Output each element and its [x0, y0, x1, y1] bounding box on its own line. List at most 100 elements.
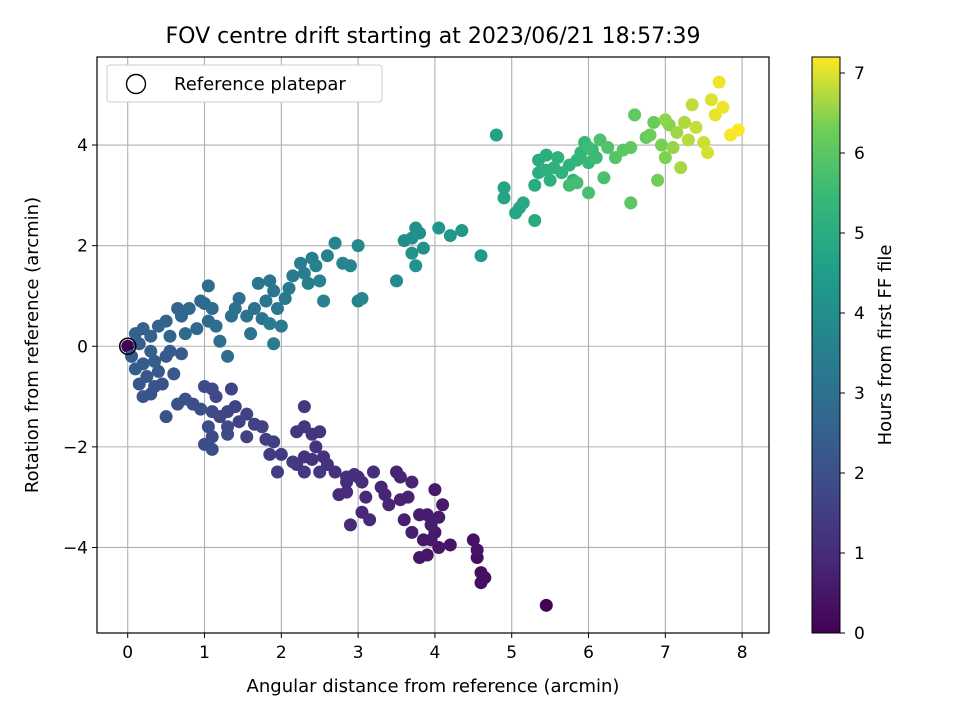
legend-box [106, 64, 383, 103]
data-point [297, 400, 311, 414]
data-point [274, 319, 288, 333]
data-point [140, 369, 154, 383]
data-point [597, 171, 611, 185]
data-point [267, 337, 281, 351]
data-point [224, 382, 238, 396]
data-point [125, 349, 139, 363]
x-tick-label: 3 [353, 643, 364, 663]
data-point [267, 284, 281, 298]
data-point [282, 281, 296, 295]
data-point [674, 161, 688, 175]
data-point [474, 566, 488, 580]
data-point [182, 302, 196, 316]
chart-title: FOV centre drift starting at 2023/06/21 … [166, 24, 701, 49]
data-point [309, 440, 323, 454]
data-point [128, 327, 142, 341]
data-point [443, 538, 457, 552]
data-point [178, 327, 192, 341]
x-tick-label: 8 [737, 643, 748, 663]
data-point [413, 551, 427, 565]
data-point [340, 470, 354, 484]
data-point [163, 344, 177, 358]
x-axis-ticks: 0 1 2 3 4 5 6 7 8 [122, 633, 748, 663]
data-point [643, 128, 657, 142]
colorbar: 0 1 2 3 4 5 6 7 Hours from first FF file [811, 56, 896, 644]
data-point [685, 98, 699, 112]
data-point [343, 518, 357, 532]
colorbar-ticks: 0 1 2 3 4 5 6 7 [840, 64, 865, 644]
data-point [343, 259, 357, 273]
data-point [355, 505, 369, 519]
data-point [624, 141, 638, 155]
data-point [351, 239, 365, 253]
data-point [244, 327, 258, 341]
x-tick-label: 0 [122, 643, 133, 663]
data-point [416, 241, 430, 255]
data-point [651, 173, 665, 187]
data-point [317, 450, 331, 464]
x-tick-label: 2 [276, 643, 287, 663]
data-point [286, 269, 300, 283]
data-point [432, 221, 446, 235]
data-point [297, 266, 311, 280]
data-point [405, 525, 419, 539]
colorbar-tick-label: 3 [854, 384, 865, 404]
reference-platepar-marker [118, 337, 137, 356]
data-point [247, 302, 261, 316]
colorbar-label: Hours from first FF file [875, 245, 896, 446]
colorbar-tick-label: 1 [854, 544, 865, 564]
data-point [704, 93, 718, 107]
data-point [374, 480, 388, 494]
data-point [259, 294, 273, 308]
y-tick-label: 4 [77, 136, 88, 156]
data-point [539, 598, 553, 612]
data-point [274, 447, 288, 461]
data-point [247, 417, 261, 431]
data-point [382, 498, 396, 512]
data-point [171, 302, 185, 316]
data-point [712, 75, 726, 89]
data-point [221, 427, 235, 441]
data-point [144, 329, 158, 343]
data-point [297, 465, 311, 479]
data-point [647, 115, 661, 129]
x-tick-label: 4 [430, 643, 441, 663]
data-point [309, 259, 323, 273]
data-point [328, 236, 342, 250]
data-point [151, 364, 165, 378]
data-point [658, 151, 672, 165]
x-tick-label: 6 [583, 643, 594, 663]
data-point [716, 100, 730, 114]
data-point [313, 465, 327, 479]
y-axis-label: Rotation from reference (arcmin) [22, 197, 43, 493]
data-point [570, 176, 584, 190]
data-point [701, 146, 715, 160]
data-point [270, 465, 284, 479]
colorbar-tick-label: 0 [854, 624, 865, 644]
data-point [320, 249, 334, 263]
data-point [198, 380, 212, 394]
data-point [355, 291, 369, 305]
data-point [582, 186, 596, 200]
x-axis-label: Angular distance from reference (arcmin) [247, 676, 620, 697]
data-point [144, 344, 158, 358]
data-point [240, 430, 254, 444]
data-point [167, 367, 181, 381]
colorbar-tick-label: 7 [854, 64, 865, 84]
data-point [201, 420, 215, 434]
data-point [658, 113, 672, 127]
data-point [209, 319, 223, 333]
data-point [313, 274, 327, 288]
data-point [470, 543, 484, 557]
data-point [190, 322, 204, 336]
data-point [516, 196, 530, 210]
colorbar-gradient [811, 56, 841, 634]
colorbar-tick-label: 6 [854, 144, 865, 164]
data-point [401, 490, 415, 504]
data-point [731, 123, 745, 137]
data-point [317, 294, 331, 308]
data-point [366, 465, 380, 479]
x-tick-label: 7 [660, 643, 671, 663]
legend-marker-icon [125, 73, 147, 95]
data-point [263, 447, 277, 461]
